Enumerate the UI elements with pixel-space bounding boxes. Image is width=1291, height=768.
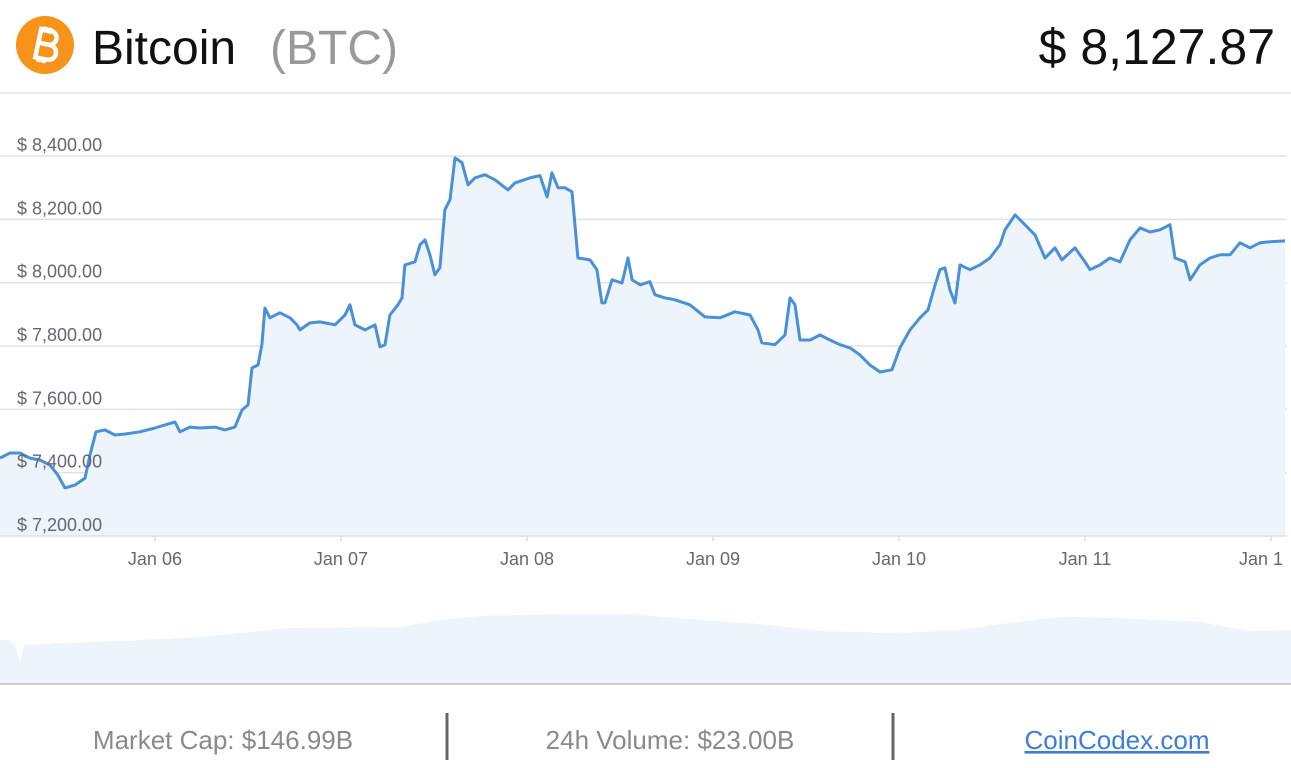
- area: [0, 157, 1285, 536]
- y-tick-label: $ 7,400.00: [17, 452, 102, 472]
- x-tick-label: Jan 1: [1239, 549, 1283, 569]
- y-tick-label: $ 8,400.00: [17, 135, 102, 155]
- coin-name: Bitcoin: [92, 22, 236, 75]
- plot: Jan 06 Jan 07 Jan 08 Jan 09 Jan 10 Jan 11 Jan …: [0, 135, 1287, 569]
- price: $ 8,127.87: [1039, 19, 1275, 75]
- link[interactable]: CoinCodex.com: [1025, 725, 1210, 755]
- x-tick-label: Jan 10: [872, 549, 926, 569]
- y-tick-label: $ 7,600.00: [17, 388, 102, 408]
- x-tick-label: Jan 09: [686, 549, 740, 569]
- coin-glyph: [32, 26, 59, 64]
- y-tick-label: $ 8,200.00: [17, 198, 102, 218]
- y-tick-label: $ 8,000.00: [17, 262, 102, 282]
- coin-symbol: (BTC): [270, 22, 398, 75]
- volume: 24h Volume: $23.00B: [546, 725, 795, 755]
- x-tick-label: Jan 08: [500, 549, 554, 569]
- price-line: [0, 156, 1286, 490]
- x-tick-label: Jan 11: [1059, 549, 1112, 569]
- volume-navigator: [0, 614, 1291, 684]
- x-tick-label: Jan 06: [128, 549, 182, 569]
- y-tick-label: $ 7,200.00: [17, 515, 102, 535]
- link-text[interactable]: CoinCodex.com: [1025, 725, 1210, 755]
- market-cap: Market Cap: $146.99B: [93, 725, 353, 755]
- y-tick-label: $ 7,800.00: [17, 325, 102, 345]
- x-tick-label: Jan 07: [314, 549, 368, 569]
